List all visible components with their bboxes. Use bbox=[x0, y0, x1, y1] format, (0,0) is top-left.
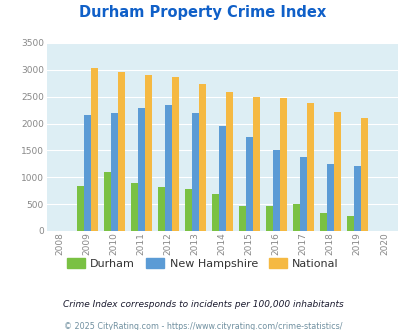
Bar bbox=[83, 115, 90, 231]
Bar bbox=[245, 137, 252, 231]
Text: Durham Property Crime Index: Durham Property Crime Index bbox=[79, 5, 326, 20]
Bar bbox=[272, 150, 279, 231]
Bar bbox=[90, 68, 98, 231]
Bar bbox=[145, 75, 151, 231]
Bar bbox=[198, 84, 205, 231]
Bar bbox=[191, 113, 198, 231]
Bar bbox=[117, 72, 124, 231]
Bar bbox=[353, 166, 360, 231]
Bar bbox=[130, 182, 137, 231]
Bar bbox=[77, 186, 83, 231]
Bar bbox=[137, 108, 145, 231]
Bar bbox=[238, 206, 245, 231]
Bar bbox=[299, 157, 306, 231]
Bar bbox=[326, 164, 333, 231]
Bar bbox=[279, 98, 286, 231]
Bar bbox=[157, 187, 164, 231]
Bar bbox=[333, 112, 340, 231]
Bar bbox=[103, 172, 111, 231]
Bar bbox=[292, 204, 299, 231]
Bar bbox=[306, 103, 313, 231]
Bar bbox=[218, 126, 225, 231]
Bar bbox=[111, 113, 117, 231]
Bar bbox=[184, 189, 191, 231]
Bar bbox=[211, 194, 218, 231]
Bar bbox=[225, 92, 232, 231]
Bar bbox=[164, 105, 171, 231]
Legend: Durham, New Hampshire, National: Durham, New Hampshire, National bbox=[62, 254, 343, 273]
Bar bbox=[252, 97, 259, 231]
Bar bbox=[319, 213, 326, 231]
Text: Crime Index corresponds to incidents per 100,000 inhabitants: Crime Index corresponds to incidents per… bbox=[62, 300, 343, 309]
Bar bbox=[360, 117, 367, 231]
Bar bbox=[265, 206, 272, 231]
Text: © 2025 CityRating.com - https://www.cityrating.com/crime-statistics/: © 2025 CityRating.com - https://www.city… bbox=[64, 322, 341, 330]
Bar bbox=[346, 216, 353, 231]
Bar bbox=[171, 77, 178, 231]
